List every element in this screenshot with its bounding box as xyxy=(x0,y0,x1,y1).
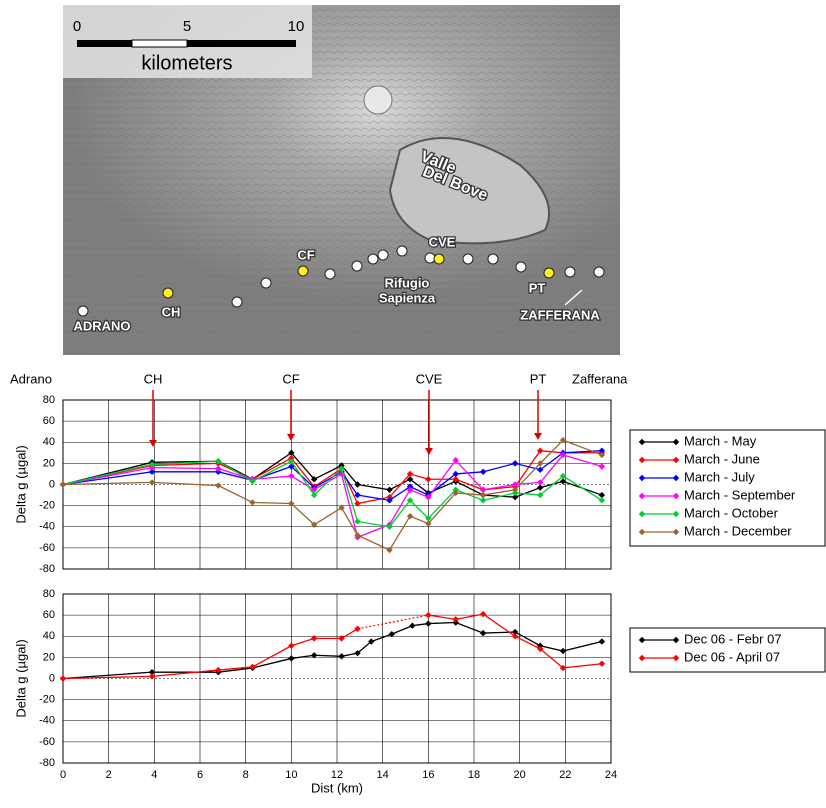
y-tick-label: 40 xyxy=(43,630,55,642)
y-tick-label: 40 xyxy=(43,436,55,448)
y-tick-label: 60 xyxy=(43,415,55,427)
station xyxy=(78,306,88,316)
key-station xyxy=(544,268,554,278)
y-tick-label: 60 xyxy=(43,609,55,621)
map-label: ZAFFERANA xyxy=(520,307,600,322)
y-tick-label: -60 xyxy=(39,736,55,748)
y-tick-label: 80 xyxy=(43,394,55,406)
annotation: CVE xyxy=(416,371,443,386)
x-tick-label: 22 xyxy=(559,769,571,781)
station xyxy=(425,253,435,263)
x-tick-label: 4 xyxy=(151,769,157,781)
x-tick-label: 0 xyxy=(60,769,66,781)
map: 0 5 10 kilometers Valle Del Bove CF CVE … xyxy=(63,5,620,355)
y-tick-label: 0 xyxy=(49,672,55,684)
legend-label: March - December xyxy=(684,523,792,538)
station xyxy=(488,254,498,264)
legend-label: Dec 06 - April 07 xyxy=(684,649,780,664)
y-tick-label: 0 xyxy=(49,478,55,490)
y-tick-label: -20 xyxy=(39,500,55,512)
scale-label: 0 xyxy=(73,18,81,35)
station xyxy=(397,246,407,256)
map-label: CF xyxy=(297,247,314,262)
y-tick-label: -40 xyxy=(39,521,55,533)
scale-label: 5 xyxy=(183,18,191,35)
station xyxy=(378,250,388,260)
x-axis-label: Dist (km) xyxy=(311,780,363,795)
legend-label: March - May xyxy=(684,433,757,448)
legend-label: March - September xyxy=(684,487,796,502)
annotation: Zafferana xyxy=(572,371,628,386)
map-label: CH xyxy=(162,304,181,319)
station xyxy=(261,278,271,288)
x-tick-label: 24 xyxy=(605,769,617,781)
station xyxy=(325,269,335,279)
station xyxy=(352,261,362,271)
y-tick-label: -40 xyxy=(39,715,55,727)
y-tick-label: -20 xyxy=(39,694,55,706)
y-tick-label: 80 xyxy=(43,588,55,600)
map-label: Rifugio xyxy=(385,275,430,290)
x-tick-label: 16 xyxy=(422,769,434,781)
scale-label: 10 xyxy=(288,18,305,35)
scale-bar xyxy=(132,40,187,47)
station xyxy=(516,262,526,272)
map-label: PT xyxy=(529,280,546,295)
x-tick-label: 2 xyxy=(106,769,112,781)
legend-label: March - July xyxy=(684,469,755,484)
station xyxy=(368,254,378,264)
station xyxy=(232,297,242,307)
y-tick-label: 20 xyxy=(43,457,55,469)
station xyxy=(463,254,473,264)
key-station xyxy=(298,266,308,276)
y-tick-label: -80 xyxy=(39,563,55,575)
y-axis-label: Delta g (µgal) xyxy=(13,445,28,523)
annotation: CH xyxy=(144,371,163,386)
y-tick-label: -80 xyxy=(39,757,55,769)
legend-label: March - October xyxy=(684,505,779,520)
key-station xyxy=(434,254,444,264)
x-tick-label: 10 xyxy=(285,769,297,781)
y-tick-label: -60 xyxy=(39,542,55,554)
y-axis-label: Delta g (µgal) xyxy=(13,639,28,717)
key-station xyxy=(163,288,173,298)
station xyxy=(565,267,575,277)
scale-bar xyxy=(187,40,296,47)
map-label: Sapienza xyxy=(379,290,436,305)
legend-label: March - June xyxy=(684,451,760,466)
crater xyxy=(364,86,392,114)
map-label: ADRANO xyxy=(73,318,130,333)
annotation: PT xyxy=(530,371,547,386)
x-tick-label: 8 xyxy=(243,769,249,781)
annotation: CF xyxy=(282,371,299,386)
scale-unit: kilometers xyxy=(141,52,232,74)
x-tick-label: 6 xyxy=(197,769,203,781)
x-tick-label: 18 xyxy=(468,769,480,781)
annotation: Adrano xyxy=(10,371,52,386)
station xyxy=(594,267,604,277)
x-tick-label: 20 xyxy=(514,769,526,781)
figure: 0 5 10 kilometers Valle Del Bove CF CVE … xyxy=(0,0,826,808)
map-label: CVE xyxy=(429,234,456,249)
scale-bar xyxy=(77,40,132,47)
x-tick-label: 12 xyxy=(331,769,343,781)
y-tick-label: 20 xyxy=(43,651,55,663)
legend-label: Dec 06 - Febr 07 xyxy=(684,631,782,646)
x-tick-label: 14 xyxy=(377,769,389,781)
